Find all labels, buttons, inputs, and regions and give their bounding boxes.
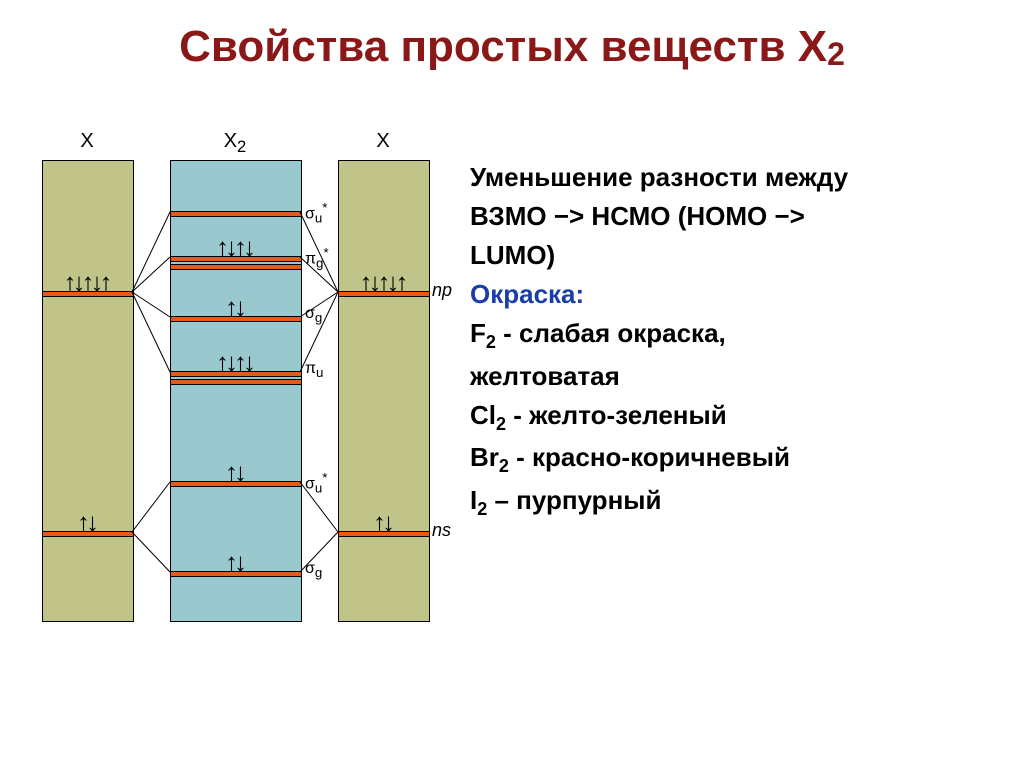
- col-label-right: X: [338, 130, 428, 153]
- text-line: Cl2 - желто-зеленый: [470, 398, 1000, 436]
- atom-column-left: [42, 160, 134, 622]
- mo-label-sigma_g_p: σg: [305, 305, 322, 325]
- text-line: F2 - слабая окраска,: [470, 316, 1000, 354]
- text-line: Br2 - красно-коричневый: [470, 440, 1000, 478]
- mo-label-sigma_g_s: σg: [305, 560, 322, 580]
- description-text: Уменьшение разности между ВЗМО −> НСМО (H…: [470, 160, 1000, 525]
- label-ns: ns: [432, 520, 451, 541]
- mo-label-pi_u: πu: [305, 360, 323, 380]
- molecule-column: [170, 160, 302, 622]
- text-line: ВЗМО −> НСМО (HOMO −>: [470, 199, 1000, 234]
- label-np: np: [432, 280, 452, 301]
- text-line: желтоватая: [470, 359, 1000, 394]
- page-title: Свойства простых веществ X2: [0, 22, 1024, 73]
- title-subscript: 2: [827, 36, 845, 72]
- mo-label-sigma_u_s: σu*: [305, 470, 327, 496]
- text-line: I2 – пурпурный: [470, 483, 1000, 521]
- atom-column-right: [338, 160, 430, 622]
- text-line: Уменьшение разности между: [470, 160, 1000, 195]
- mo-label-pi_g_star: πg*: [305, 245, 329, 271]
- mo-label-sigma_u_star: σu*: [305, 200, 327, 226]
- col-label-center: X2: [170, 130, 300, 157]
- mo-diagram: X X2 X np ns σu* πg* σg πu σu* σg: [20, 130, 450, 630]
- text-line: LUMO): [470, 238, 1000, 273]
- title-text: Свойства простых веществ X: [179, 22, 827, 71]
- col-label-left: X: [42, 130, 132, 153]
- slide: Свойства простых веществ X2 X X2 X np ns…: [0, 0, 1024, 768]
- text-line: Окраска:: [470, 277, 1000, 312]
